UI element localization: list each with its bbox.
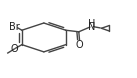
Text: H: H [88, 19, 95, 29]
Text: N: N [88, 22, 95, 32]
Text: Br: Br [9, 22, 20, 32]
Text: O: O [76, 40, 84, 50]
Text: O: O [11, 44, 18, 54]
